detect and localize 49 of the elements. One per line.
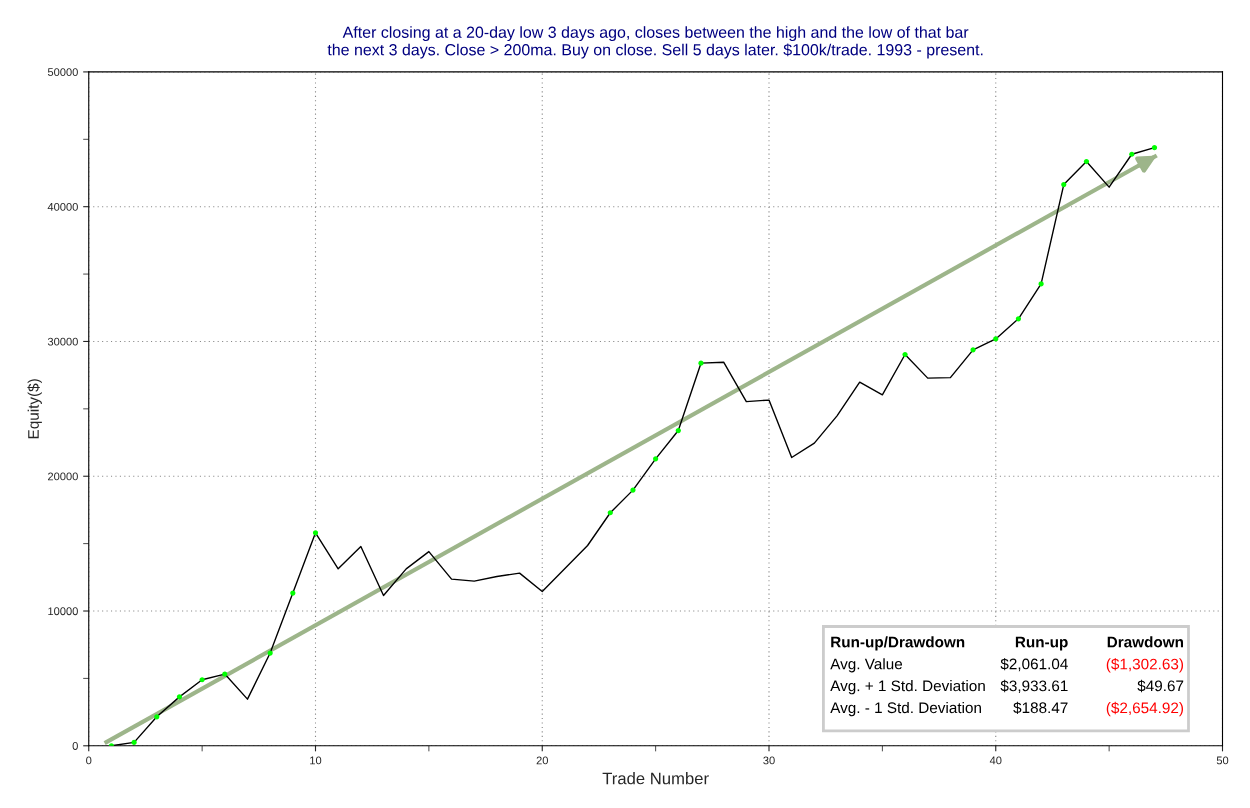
point: [1061, 181, 1067, 188]
point: [1015, 316, 1022, 322]
y-tick-label: 0: [72, 742, 78, 750]
annotation: ($2,654.92): [1106, 701, 1184, 717]
point: [199, 677, 205, 683]
y-tick-label: 50000: [47, 68, 78, 77]
x-tick-label: 20: [536, 756, 548, 765]
point: [1038, 281, 1044, 287]
point: [993, 336, 999, 342]
y-axis-title: Equity($): [27, 379, 42, 439]
x-tick-label: 30: [763, 756, 775, 765]
annotation: Avg. + 1 Std. Deviation: [830, 680, 985, 695]
x-tick-label: 10: [310, 756, 322, 765]
x-tick-label: 0: [86, 756, 92, 765]
annotation: ($1,302.63): [1106, 658, 1184, 673]
x-tick-label: 40: [989, 756, 1002, 765]
point: [131, 739, 137, 746]
point: [630, 487, 636, 493]
annotation: $188.47: [1013, 701, 1068, 715]
annotation: Avg. Value: [830, 658, 903, 673]
annotation: $3,933.61: [1000, 679, 1068, 694]
x-axis-title: Trade Number: [602, 772, 709, 785]
point: [607, 510, 613, 516]
y-tick-label: 20000: [48, 472, 78, 481]
point: [902, 351, 908, 358]
annotation: Run-up/Drawdown: [831, 636, 965, 651]
point: [176, 694, 183, 700]
annotation: Run-up: [1015, 636, 1068, 651]
point: [222, 671, 228, 677]
y-tick-label: 10000: [48, 607, 78, 616]
annotation: $2,061.04: [1000, 657, 1068, 672]
point: [154, 714, 160, 720]
point: [653, 456, 659, 462]
y-tick-label: 30000: [47, 337, 78, 346]
x-tick-label: 50: [1216, 756, 1229, 765]
chart-title: After closing at a 20-day low 3 days ago, closes between the high and the low of that bar the next 3 days. Close > 200ma. Buy on close. Sell 5 days later. $100k/trade. 1993 - present.: [327, 26, 983, 59]
point: [1151, 145, 1158, 151]
y-tick-label: 40000: [47, 202, 78, 211]
point: [1083, 158, 1090, 165]
annotation: Avg. - 1 Std. Deviation: [830, 701, 981, 717]
point: [267, 650, 273, 656]
annotation: Drawdown: [1107, 636, 1184, 648]
point: [675, 427, 681, 434]
point: [290, 590, 296, 596]
point: [970, 347, 976, 353]
point: [1129, 151, 1135, 157]
point: [312, 530, 319, 536]
point: [698, 360, 704, 366]
annotation: $49.67: [1137, 679, 1184, 693]
